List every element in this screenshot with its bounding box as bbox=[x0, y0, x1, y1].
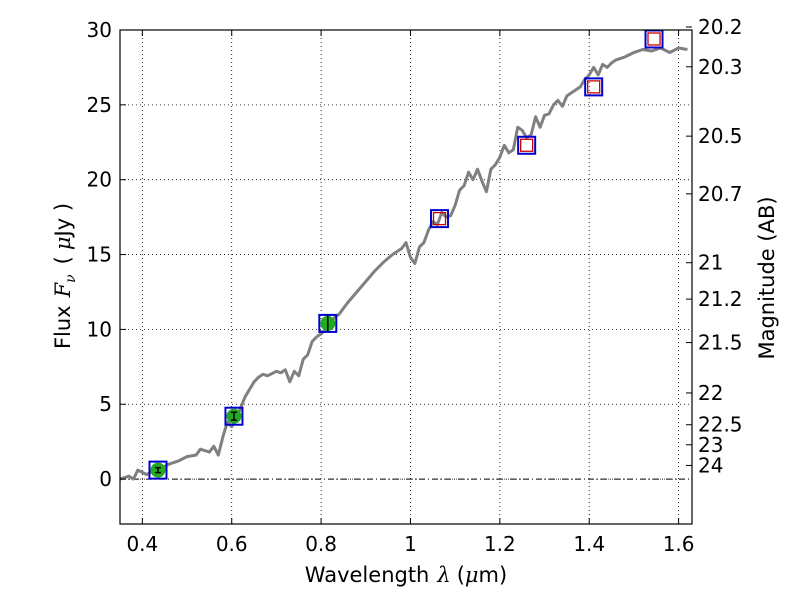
y-axis-label-symbol: F bbox=[51, 281, 75, 298]
mag-tick-label: 22.5 bbox=[698, 413, 743, 437]
x-axis-unit-open: ( bbox=[457, 563, 465, 587]
blue-square-marker bbox=[224, 406, 244, 426]
blue-square-marker bbox=[148, 460, 168, 480]
plot-frame bbox=[119, 29, 693, 525]
photometry-markers bbox=[148, 29, 664, 480]
red-square-marker bbox=[647, 32, 661, 46]
mag-tick-label: 23 bbox=[698, 433, 723, 457]
y2-axis-label: Magnitude (AB) bbox=[755, 196, 779, 359]
y-tick-label: 20 bbox=[87, 168, 112, 192]
x-axis-label-text: Wavelength bbox=[305, 563, 430, 587]
blue-square-marker bbox=[584, 77, 604, 97]
x-axis-unit-rest: m) bbox=[479, 563, 508, 587]
red-square-marker bbox=[587, 80, 601, 94]
y-axis-label: Flux Fν ( μJy ) bbox=[51, 203, 79, 349]
x-tick-label: 0.4 bbox=[126, 532, 158, 556]
mag-tick-label: 20.7 bbox=[698, 182, 743, 206]
mag-tick-label: 21.5 bbox=[698, 331, 743, 355]
blue-square-marker bbox=[517, 135, 537, 155]
y-axis-unit-rest: Jy ) bbox=[51, 203, 75, 239]
x-axis-label: Wavelength λ (μm) bbox=[305, 563, 507, 587]
y-axis-unit-open: ( bbox=[51, 256, 75, 264]
y-axis-unit-mu: μ bbox=[51, 236, 75, 250]
mag-tick-label: 20.5 bbox=[698, 124, 743, 148]
x-tick-label: 1.2 bbox=[484, 532, 516, 556]
mag-tick-label: 21.2 bbox=[698, 287, 743, 311]
red-square-marker bbox=[432, 211, 447, 226]
y-tick-label: 5 bbox=[99, 392, 112, 416]
mag-tick-label: 21 bbox=[698, 251, 723, 275]
red-square-marker bbox=[520, 138, 534, 152]
y-tick-label: 25 bbox=[87, 93, 112, 117]
y-tick-label: 10 bbox=[87, 317, 112, 341]
x-tick-label: 1.6 bbox=[663, 532, 695, 556]
y-tick-label: 0 bbox=[99, 467, 112, 491]
axis-ticks: 0.4 0.6 0.8 1 1.2 1.4 1.6 0 5 10 15 20 25 30 20.2 20.3 2… bbox=[87, 15, 743, 556]
x-tick-label: 1.4 bbox=[573, 532, 605, 556]
x-tick-label: 1 bbox=[404, 532, 417, 556]
mag-tick-label: 24 bbox=[698, 453, 723, 477]
spectrum-line bbox=[119, 46, 688, 481]
y-tick-label: 30 bbox=[87, 18, 112, 42]
x-tick-label: 0.6 bbox=[216, 532, 248, 556]
x-axis-unit-mu: μ bbox=[465, 563, 479, 587]
y-axis-label-text: Flux bbox=[51, 305, 75, 349]
y-axis-label-subscript: ν bbox=[63, 274, 79, 283]
x-axis-label-symbol: λ bbox=[436, 563, 450, 587]
blue-square-marker bbox=[430, 209, 450, 229]
mag-tick-label: 22 bbox=[698, 381, 723, 405]
mag-tick-label: 20.3 bbox=[698, 55, 743, 79]
x-tick-label: 0.8 bbox=[305, 532, 337, 556]
blue-square-marker bbox=[318, 313, 338, 333]
y-tick-label: 15 bbox=[87, 243, 112, 267]
mag-tick-label: 20.2 bbox=[698, 15, 743, 39]
